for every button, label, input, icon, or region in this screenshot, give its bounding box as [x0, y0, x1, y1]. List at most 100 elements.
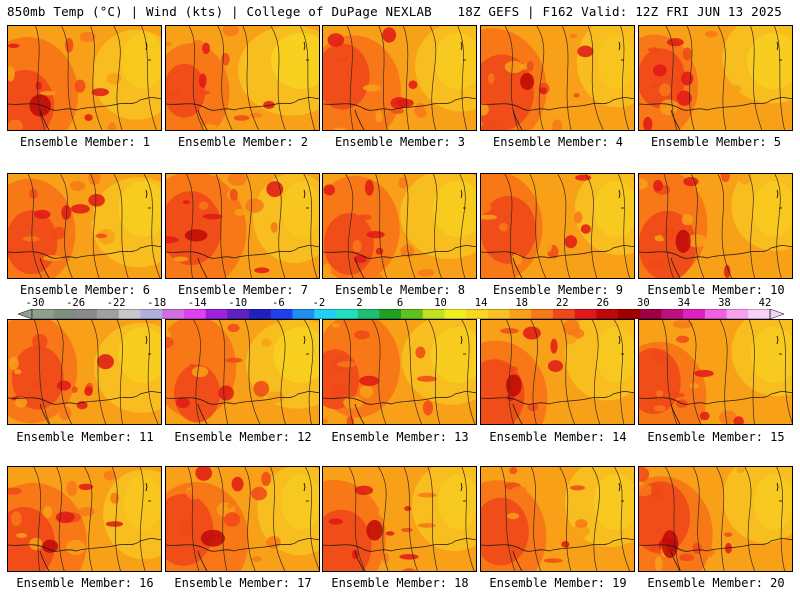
temperature-field — [8, 26, 161, 130]
colorbar-min-arrow — [18, 309, 33, 319]
colorbar-swatch — [422, 309, 445, 319]
ensemble-member-label: Ensemble Member: 1 — [19, 135, 151, 149]
colorbar-swatch — [574, 309, 597, 319]
ensemble-member-map — [638, 173, 793, 279]
temperature-field — [323, 174, 476, 278]
temperature-field — [323, 26, 476, 130]
ensemble-member-map — [7, 25, 162, 131]
ensemble-member-map — [638, 25, 793, 131]
colorbar-swatch — [97, 309, 120, 319]
colorbar-tick-label: 26 — [596, 297, 610, 309]
ensemble-member-map — [322, 173, 477, 279]
colorbar-swatch — [53, 309, 76, 319]
colorbar-swatch — [487, 309, 510, 319]
colorbar-tick-label: 22 — [555, 297, 569, 309]
ensemble-member-label: Ensemble Member: 9 — [492, 283, 624, 297]
ensemble-member-label: Ensemble Member: 19 — [489, 576, 627, 590]
colorbar-swatch — [162, 309, 185, 319]
colorbar-swatch — [552, 309, 575, 319]
temperature-field — [481, 174, 634, 278]
temperature-colorbar — [18, 309, 784, 319]
temperature-field — [323, 320, 476, 424]
ensemble-member-map — [165, 25, 320, 131]
temperature-field — [166, 467, 319, 571]
colorbar-tick-label: -30 — [25, 297, 45, 309]
temperature-field — [8, 467, 161, 571]
ensemble-member-label: Ensemble Member: 18 — [331, 576, 469, 590]
ensemble-member-label: Ensemble Member: 11 — [16, 430, 154, 444]
ensemble-member-label: Ensemble Member: 15 — [647, 430, 785, 444]
ensemble-member-map — [165, 173, 320, 279]
temperature-field — [166, 174, 319, 278]
colorbar-max-arrow — [769, 309, 784, 319]
ensemble-member-label: Ensemble Member: 13 — [331, 430, 469, 444]
colorbar-tick-label: 34 — [677, 297, 691, 309]
temperature-field — [639, 467, 792, 571]
colorbar-swatch — [444, 309, 467, 319]
colorbar-tick-label: -6 — [272, 297, 285, 309]
colorbar-swatch — [292, 309, 315, 319]
ensemble-member-label: Ensemble Member: 16 — [16, 576, 154, 590]
colorbar-swatch — [357, 309, 380, 319]
temperature-field — [323, 467, 476, 571]
colorbar-tick-label: -22 — [106, 297, 126, 309]
colorbar-swatch — [466, 309, 489, 319]
colorbar-swatch — [748, 309, 771, 319]
ensemble-member-label: Ensemble Member: 17 — [174, 576, 312, 590]
colorbar-swatch — [704, 309, 727, 319]
colorbar-swatch — [596, 309, 619, 319]
colorbar-swatch — [32, 309, 55, 319]
ensemble-member-label: Ensemble Member: 12 — [174, 430, 312, 444]
colorbar-swatch — [618, 309, 641, 319]
ensemble-member-map — [7, 466, 162, 572]
temperature-field — [166, 320, 319, 424]
ensemble-member-map — [322, 25, 477, 131]
colorbar-tick-label: 42 — [758, 297, 772, 309]
ensemble-member-label: Ensemble Member: 20 — [647, 576, 785, 590]
colorbar-tick-label: 38 — [718, 297, 731, 309]
temperature-field — [481, 320, 634, 424]
colorbar-tick-label: 30 — [637, 297, 650, 309]
temperature-field — [481, 467, 634, 571]
colorbar-swatch — [639, 309, 662, 319]
ensemble-member-map — [480, 319, 635, 425]
colorbar-tick-label: 2 — [356, 297, 363, 309]
temperature-field — [8, 320, 161, 424]
temperature-field — [8, 174, 161, 278]
map-title: 850mb Temp (°C) | Wind (kts) | College o… — [7, 4, 432, 19]
colorbar-swatch — [335, 309, 358, 319]
ensemble-member-label: Ensemble Member: 4 — [492, 135, 624, 149]
ensemble-member-map — [638, 466, 793, 572]
ensemble-member-map — [480, 466, 635, 572]
ensemble-member-map — [165, 466, 320, 572]
temperature-field — [481, 26, 634, 130]
colorbar-swatch — [205, 309, 228, 319]
ensemble-member-map — [165, 319, 320, 425]
colorbar-tick-label: 18 — [515, 297, 528, 309]
ensemble-member-map — [7, 319, 162, 425]
colorbar-tick-label: -2 — [312, 297, 326, 309]
colorbar-swatch — [118, 309, 141, 319]
colorbar-swatch — [401, 309, 424, 319]
colorbar-swatch — [661, 309, 684, 319]
ensemble-member-map — [322, 319, 477, 425]
ensemble-member-map — [480, 25, 635, 131]
ensemble-member-label: Ensemble Member: 5 — [650, 135, 782, 149]
colorbar-swatch — [270, 309, 293, 319]
colorbar-swatch — [314, 309, 337, 319]
colorbar-swatch — [140, 309, 163, 319]
ensemble-member-label: Ensemble Member: 14 — [489, 430, 627, 444]
ensemble-member-map — [7, 173, 162, 279]
colorbar-swatch — [249, 309, 272, 319]
ensemble-member-map — [638, 319, 793, 425]
ensemble-member-label: Ensemble Member: 3 — [334, 135, 466, 149]
colorbar-tick-label: 14 — [474, 297, 488, 309]
colorbar-swatch — [183, 309, 206, 319]
temperature-field — [639, 174, 792, 278]
colorbar-tick-label: -10 — [228, 297, 248, 309]
ensemble-member-label: Ensemble Member: 7 — [177, 283, 309, 297]
ensemble-member-label: Ensemble Member: 6 — [19, 283, 151, 297]
ensemble-member-label: Ensemble Member: 8 — [334, 283, 466, 297]
colorbar-tick-label: -14 — [187, 297, 207, 309]
colorbar-tick-label: 6 — [396, 297, 404, 309]
